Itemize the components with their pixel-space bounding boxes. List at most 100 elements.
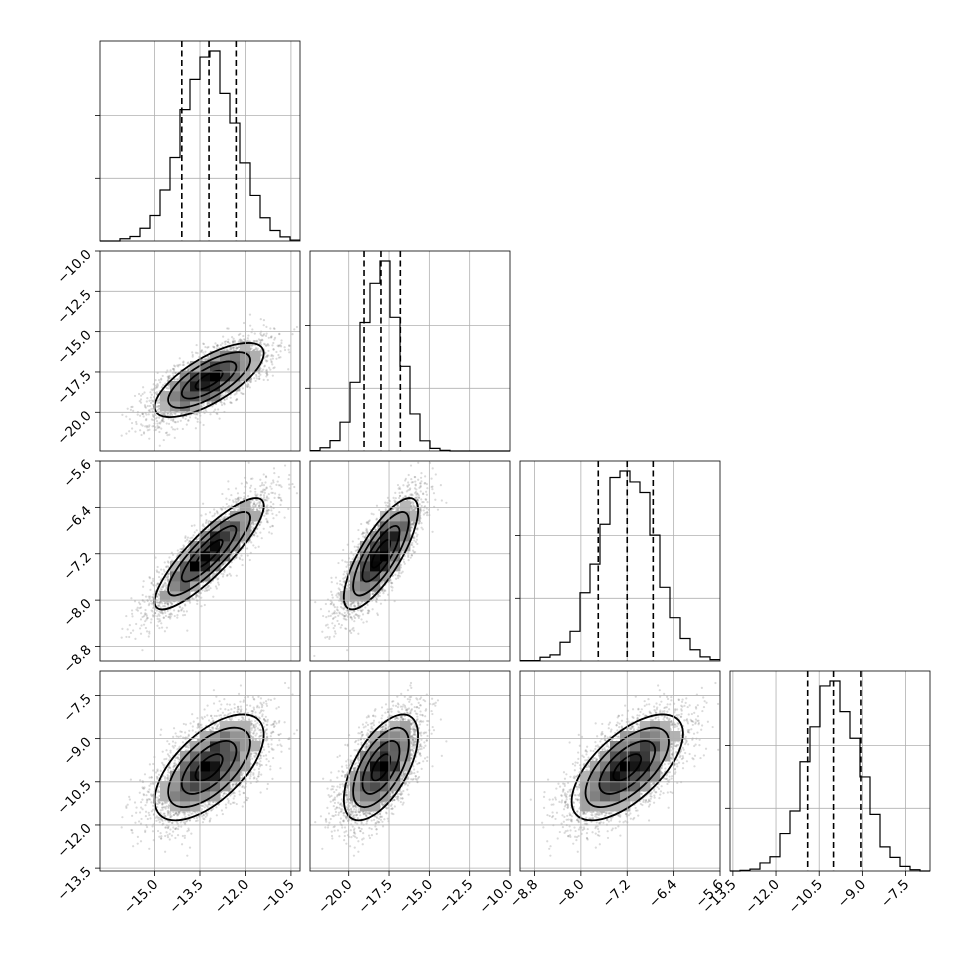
sample-point [200, 349, 204, 352]
histogram-step [310, 260, 510, 452]
sample-point [246, 385, 249, 388]
sample-point [219, 344, 222, 347]
sample-point [226, 340, 230, 344]
sample-point [266, 378, 269, 382]
sample-point [221, 563, 224, 566]
sample-point [252, 339, 255, 343]
sample-point [170, 426, 173, 429]
sample-point [216, 344, 219, 347]
sample-point [200, 405, 203, 408]
sample-point [215, 347, 218, 350]
sample-point [266, 373, 269, 376]
sample-point [163, 604, 166, 608]
sample-point [165, 576, 169, 579]
sample-point [179, 363, 182, 366]
sample-point [222, 518, 225, 521]
sample-point [158, 430, 161, 434]
sample-point [169, 413, 172, 416]
sample-point [262, 324, 265, 327]
sample-point [142, 585, 145, 588]
sample-point [139, 394, 143, 397]
sample-point [206, 346, 209, 349]
sample-point [262, 333, 266, 336]
sample-point [206, 357, 209, 360]
sample-point [272, 327, 276, 330]
sample-point [183, 545, 186, 548]
sample-point [130, 609, 134, 612]
histogram-panel [515, 460, 721, 662]
sample-point [226, 391, 230, 394]
sample-point [295, 325, 299, 329]
sample-point [211, 575, 214, 578]
sample-point [262, 319, 266, 322]
sample-point [172, 369, 176, 372]
sample-point [220, 508, 223, 511]
sample-point [152, 414, 155, 418]
sample-point [232, 346, 235, 349]
sample-point [233, 339, 237, 342]
sample-point [162, 384, 165, 387]
sample-point [204, 350, 207, 353]
sample-point [223, 340, 226, 344]
sample-point [140, 624, 143, 627]
sample-point [152, 419, 155, 422]
sample-point [162, 616, 165, 619]
sample-point [156, 384, 159, 387]
sample-point [177, 378, 180, 381]
sample-point [158, 601, 161, 604]
sample-point [163, 412, 166, 415]
sample-point [151, 410, 154, 413]
sample-point [293, 328, 296, 331]
sample-point [221, 394, 224, 397]
sample-point [204, 408, 207, 412]
sample-point [227, 327, 230, 330]
sample-point [206, 528, 210, 532]
sample-point [188, 367, 191, 371]
sample-point [166, 387, 169, 390]
sample-point [145, 424, 149, 428]
sample-point [146, 397, 149, 400]
sample-point [200, 405, 203, 408]
sample-point [259, 341, 262, 344]
density-cell [230, 371, 241, 382]
sample-point [278, 493, 281, 496]
sample-point [229, 346, 232, 350]
sample-point [205, 586, 208, 589]
sample-point [141, 412, 144, 415]
sample-point [229, 401, 232, 404]
sample-point [139, 429, 142, 432]
sample-point [194, 427, 197, 430]
sample-point [250, 344, 253, 348]
sample-point [280, 485, 283, 488]
sample-point [191, 351, 194, 354]
sample-point [161, 374, 164, 378]
sample-point [265, 360, 268, 363]
sample-point [267, 344, 270, 347]
sample-point [189, 537, 192, 540]
sample-point [240, 554, 243, 557]
sample-point [273, 327, 276, 330]
density-cell [190, 391, 201, 402]
sample-point [287, 368, 290, 371]
sample-point [146, 404, 149, 408]
sample-point [164, 614, 168, 618]
sample-point [160, 378, 163, 381]
sample-point [223, 348, 226, 352]
density-cell [220, 371, 231, 382]
sample-point [147, 409, 150, 412]
sample-point [231, 340, 235, 344]
sample-point [259, 339, 262, 342]
sample-point [258, 377, 261, 381]
sample-point [170, 418, 173, 422]
sample-point [270, 509, 273, 512]
sample-point [220, 572, 223, 575]
sample-point [236, 346, 239, 349]
sample-point [134, 430, 137, 433]
sample-point [154, 428, 158, 431]
sample-point [251, 344, 254, 347]
sample-point [156, 383, 159, 386]
sample-point [261, 339, 264, 342]
sample-point [133, 394, 137, 398]
sample-point [158, 416, 161, 419]
sample-point [265, 354, 269, 358]
